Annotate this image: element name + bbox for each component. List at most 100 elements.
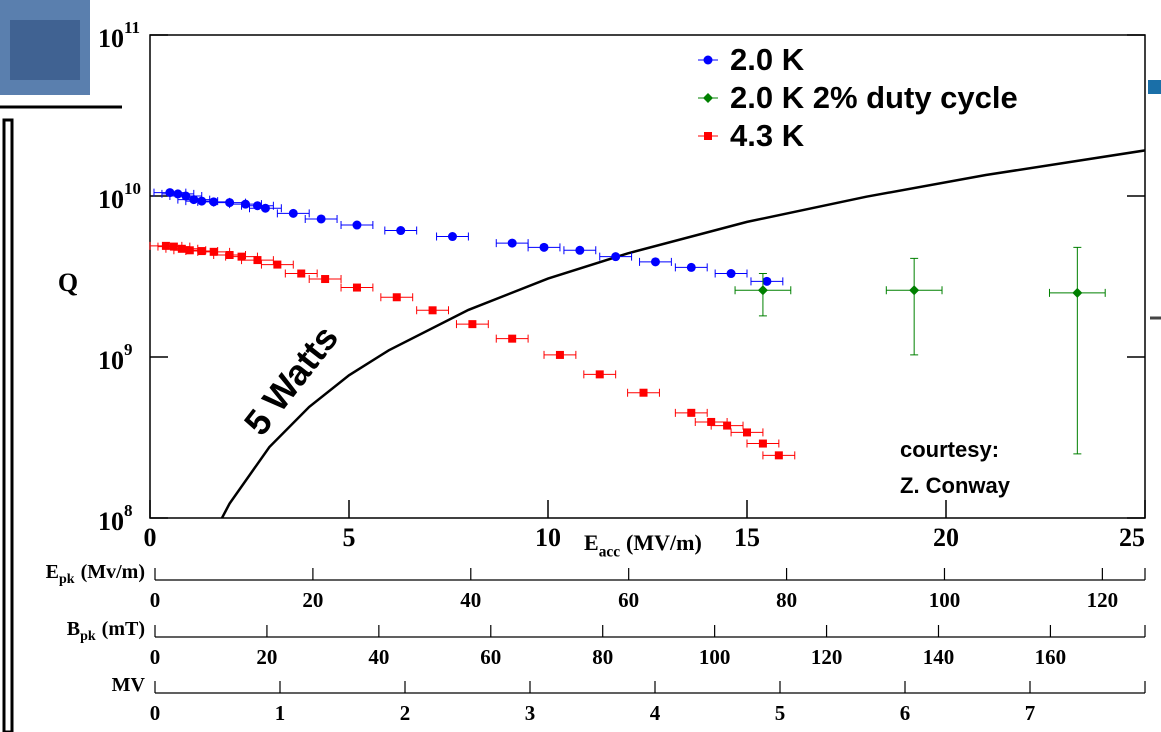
- data-point: [321, 275, 330, 284]
- secondary-tick-label: 80: [592, 645, 613, 669]
- data-point: [774, 451, 783, 460]
- bullet: [1148, 80, 1161, 94]
- data-point: [189, 195, 199, 205]
- data-point: [575, 245, 585, 255]
- secondary-tick-label: 0: [150, 701, 161, 725]
- data-point: [297, 269, 306, 278]
- secondary-axis-label: Epk (Mv/m): [46, 561, 145, 588]
- secondary-tick-label: 100: [929, 588, 961, 612]
- x-tick-label: 5: [343, 523, 356, 552]
- photo-detail: [10, 20, 80, 80]
- legend-marker: [704, 132, 712, 140]
- data-point: [260, 203, 270, 213]
- secondary-axis-label-main: MV: [112, 674, 146, 696]
- secondary-tick-label: 140: [923, 645, 955, 669]
- secondary-tick-label: 120: [811, 645, 843, 669]
- secondary-tick-label: 6: [900, 701, 911, 725]
- secondary-tick-label: 60: [480, 645, 501, 669]
- y-tick-label: 1010: [98, 179, 141, 214]
- y-tick-label: 109: [98, 340, 133, 375]
- data-point: [447, 232, 457, 242]
- annotation: Z. Conway: [900, 473, 1011, 498]
- secondary-tick-label: 7: [1025, 701, 1036, 725]
- secondary-axis-label-sub: pk: [80, 629, 96, 644]
- data-point: [508, 334, 517, 343]
- plot-frame: [149, 34, 1146, 519]
- secondary-tick-label: 3: [525, 701, 536, 725]
- data-point: [555, 350, 564, 359]
- secondary-tick-label: 0: [150, 645, 161, 669]
- legend-label: 4.3 K: [730, 118, 805, 153]
- secondary-tick-label: 4: [650, 701, 661, 725]
- x-axis-label-sub: acc: [599, 543, 621, 560]
- data-point: [758, 439, 767, 448]
- data-point: [909, 285, 920, 296]
- secondary-tick-label: 5: [775, 701, 786, 725]
- y-tick-label: 1011: [98, 18, 140, 53]
- y-tick-base: 10: [98, 507, 124, 536]
- y-tick-base: 10: [98, 24, 124, 53]
- secondary-tick-label: 20: [256, 645, 277, 669]
- data-point: [723, 421, 732, 430]
- data-point: [185, 246, 194, 255]
- data-point: [507, 238, 517, 248]
- x-tick-label: 0: [144, 523, 157, 552]
- secondary-axis-label-main: E: [46, 561, 59, 583]
- data-point: [225, 251, 234, 260]
- secondary-tick-label: 0: [150, 588, 161, 612]
- data-point: [611, 252, 621, 262]
- data-point: [197, 247, 206, 256]
- y-tick-base: 10: [98, 346, 124, 375]
- y-tick-exponent: 9: [124, 340, 133, 359]
- data-point: [687, 408, 696, 417]
- x-axis-label: Eacc (MV/m): [584, 530, 702, 560]
- secondary-tick-label: 2: [400, 701, 411, 725]
- x-axis-label-unit: (MV/m): [626, 530, 702, 555]
- y-tick-base: 10: [98, 185, 124, 214]
- secondary-axis-label-unit: (mT): [102, 618, 145, 640]
- data-point: [396, 226, 406, 236]
- data-point: [273, 260, 282, 269]
- data-point: [650, 257, 660, 267]
- y-tick-exponent: 11: [124, 18, 140, 37]
- data-point: [595, 370, 604, 379]
- secondary-axis-label-sub: pk: [59, 572, 75, 587]
- data-point: [392, 293, 401, 302]
- data-point: [288, 208, 298, 218]
- y-tick-exponent: 10: [124, 179, 141, 198]
- secondary-axis-label: MV: [112, 674, 146, 696]
- y-error-bar: [910, 257, 919, 356]
- data-point: [252, 201, 262, 211]
- x-tick-label: 20: [933, 523, 959, 552]
- data-point: [316, 214, 326, 224]
- data-point: [639, 388, 648, 397]
- data-point: [762, 276, 772, 286]
- secondary-axis-label-unit: (Mv/m): [81, 561, 145, 583]
- legend-label: 2.0 K: [730, 42, 805, 77]
- data-point: [686, 262, 696, 272]
- y-axis-label: Q: [58, 268, 78, 297]
- curve: [220, 149, 1145, 518]
- legend-marker: [703, 55, 713, 65]
- data-point: [181, 191, 191, 201]
- data-point: [1072, 287, 1083, 298]
- annotation: courtesy:: [900, 437, 999, 462]
- x-tick-label: 10: [535, 523, 561, 552]
- data-point: [352, 220, 362, 230]
- data-point: [428, 306, 437, 315]
- data-point: [241, 199, 251, 209]
- secondary-axis-label-main: B: [67, 618, 80, 640]
- data-point: [468, 320, 477, 329]
- y-tick-label: 108: [98, 501, 133, 536]
- data-point: [352, 283, 361, 292]
- data-point: [743, 428, 751, 437]
- x-tick-label: 15: [734, 523, 760, 552]
- secondary-tick-label: 1: [275, 701, 286, 725]
- data-point: [726, 269, 736, 279]
- secondary-tick-label: 120: [1087, 588, 1119, 612]
- data-point: [253, 256, 262, 265]
- secondary-tick-label: 160: [1035, 645, 1067, 669]
- secondary-tick-label: 20: [302, 588, 323, 612]
- y-error-bar: [1073, 246, 1082, 455]
- y-tick-exponent: 8: [124, 501, 133, 520]
